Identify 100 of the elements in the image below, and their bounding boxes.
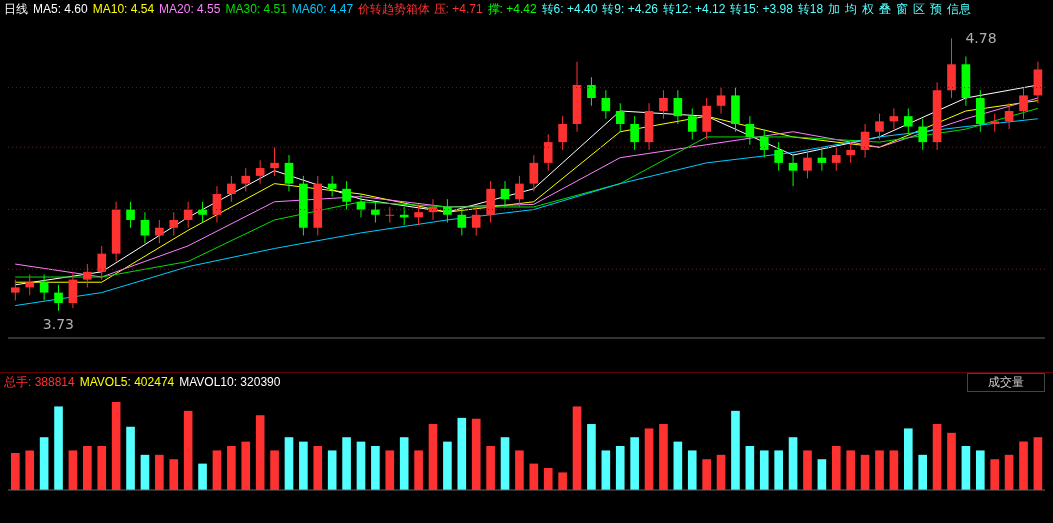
- bar: [759, 450, 769, 490]
- candlestick: [169, 211, 179, 237]
- candlestick: [241, 167, 251, 192]
- candlestick: [615, 102, 625, 133]
- text: MA20: 4.55: [159, 2, 221, 16]
- candlestick: [97, 245, 107, 281]
- bar: [673, 441, 683, 490]
- candlestick: [745, 115, 755, 146]
- candlestick: [356, 193, 366, 218]
- candlestick: [471, 206, 481, 237]
- bar: [342, 437, 351, 490]
- bar: [745, 446, 755, 490]
- candlestick: [212, 185, 222, 224]
- candlestick: [587, 76, 596, 107]
- text: MA10: 4.54: [92, 2, 155, 16]
- text: 信息: [947, 0, 972, 18]
- text: 加: [828, 0, 841, 18]
- text: 转15: +3.98: [730, 0, 793, 18]
- bar: [803, 450, 812, 490]
- bar: [169, 459, 179, 490]
- text: 窗: [896, 0, 909, 18]
- bar: [414, 450, 423, 490]
- bar: [25, 450, 35, 490]
- candlestick: [198, 201, 207, 224]
- text: MA5: 4.60: [33, 2, 88, 16]
- bar: [918, 454, 928, 490]
- bar: [68, 450, 78, 490]
- bar: [831, 446, 841, 490]
- bar: [241, 441, 251, 490]
- bar: [990, 459, 1000, 490]
- bar: [601, 450, 611, 490]
- candlestick: [846, 141, 855, 164]
- text: MAVOL10: 320390: [179, 375, 281, 389]
- bar: [212, 450, 222, 490]
- bar: [975, 450, 985, 490]
- bar: [875, 450, 884, 490]
- candlestick: [68, 271, 78, 309]
- candlestick: [457, 206, 467, 237]
- bar: [111, 402, 121, 490]
- bar: [227, 446, 236, 490]
- bar: [371, 446, 380, 490]
- candlestick: [543, 133, 553, 172]
- bar: [515, 450, 524, 490]
- bar: [183, 410, 193, 490]
- candlestick: [140, 211, 150, 244]
- candlestick: [515, 175, 524, 208]
- text: 成交量: [967, 372, 1045, 392]
- bar: [457, 417, 467, 490]
- candlestick: [788, 154, 798, 187]
- bar: [270, 450, 279, 490]
- bar: [961, 446, 971, 490]
- annotation: 4.78: [965, 30, 997, 47]
- candlestick: [918, 118, 928, 151]
- bar: [255, 415, 265, 490]
- candlestick: [39, 273, 49, 301]
- text: 叠: [879, 0, 892, 18]
- text: MA30: 4.51: [225, 2, 287, 16]
- candlestick: [342, 180, 351, 211]
- candlestick: [255, 159, 265, 185]
- bar: [39, 437, 49, 490]
- candlestick: [903, 107, 913, 135]
- candlestick: [831, 146, 841, 172]
- text: 转6: +4.40: [541, 0, 598, 18]
- text: 预: [930, 0, 943, 18]
- candlestick: [630, 115, 639, 151]
- bar: [1033, 437, 1043, 490]
- candlestick: [284, 154, 294, 192]
- bar: [615, 446, 625, 490]
- bar: [543, 468, 553, 490]
- text: MAVOL5: 402474: [79, 375, 175, 389]
- bar: [1019, 441, 1028, 490]
- candlestick: [759, 128, 769, 159]
- bar: [299, 441, 308, 490]
- bar: [356, 441, 366, 490]
- bar: [11, 453, 20, 490]
- candlestick: [25, 273, 35, 296]
- candlestick: [155, 219, 164, 244]
- candlestick: [716, 87, 726, 115]
- bar: [155, 454, 164, 490]
- text: 转18: [797, 0, 824, 18]
- bar: [702, 459, 711, 490]
- candlestick: [1019, 87, 1028, 120]
- bar: [126, 426, 135, 490]
- candlestick: [414, 203, 423, 226]
- candlestick: [990, 113, 1000, 133]
- candlestick: [227, 175, 236, 203]
- text: 总手: 388814: [4, 373, 75, 391]
- bar: [846, 450, 855, 490]
- candlestick: [774, 141, 783, 172]
- candlestick: [687, 107, 697, 141]
- bar: [443, 441, 452, 490]
- bar: [471, 418, 481, 490]
- bar: [932, 424, 942, 490]
- candlestick: [385, 206, 395, 224]
- bar: [97, 446, 107, 490]
- bar: [731, 410, 740, 490]
- bar: [284, 437, 294, 490]
- bar: [83, 446, 92, 490]
- bar: [198, 463, 207, 490]
- candlestick: [875, 113, 884, 141]
